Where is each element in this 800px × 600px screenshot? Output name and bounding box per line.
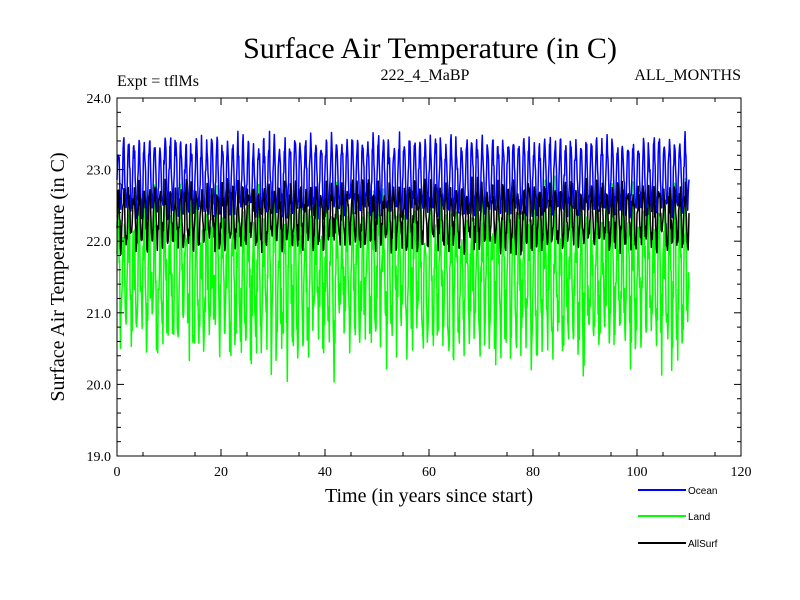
y-tick-label: 23.0 [87,164,112,179]
x-tick-label: 0 [114,465,121,480]
x-tick-label: 80 [526,465,540,480]
ticks-layer: 0 20 40 60 80 100 120 19.0 20.0 21.0 22.0 23.0 24.0 [87,92,752,480]
subtitle-right: ALL_MONTHS [634,67,741,84]
x-tick-label: 40 [318,465,332,480]
chart-title: Surface Air Temperature (in C) [243,32,617,65]
series-layer [116,130,690,383]
x-tick-label: 100 [627,465,648,480]
legend-label-allsurf: AllSurf [688,539,718,550]
y-tick-label: 22.0 [87,235,112,250]
series-line-ocean [116,130,690,221]
subtitle-left: Expt = tflMs [117,73,199,90]
subtitle-center: 222_4_MaBP [381,67,470,84]
x-tick-label: 60 [422,465,436,480]
y-tick-label: 20.0 [87,378,112,393]
y-tick-label: 19.0 [87,450,112,465]
legend: Ocean Land AllSurf [638,486,718,550]
x-tick-label: 120 [731,465,752,480]
legend-label-land: Land [688,512,710,523]
series-line-allsurf [116,176,690,256]
x-axis-label: Time (in years since start) [325,485,533,507]
y-tick-label: 21.0 [87,307,112,322]
y-axis-label: Surface Air Temperature (in C) [47,152,69,401]
y-tick-label: 24.0 [87,92,112,107]
x-tick-label: 20 [214,465,228,480]
legend-label-ocean: Ocean [688,486,717,497]
